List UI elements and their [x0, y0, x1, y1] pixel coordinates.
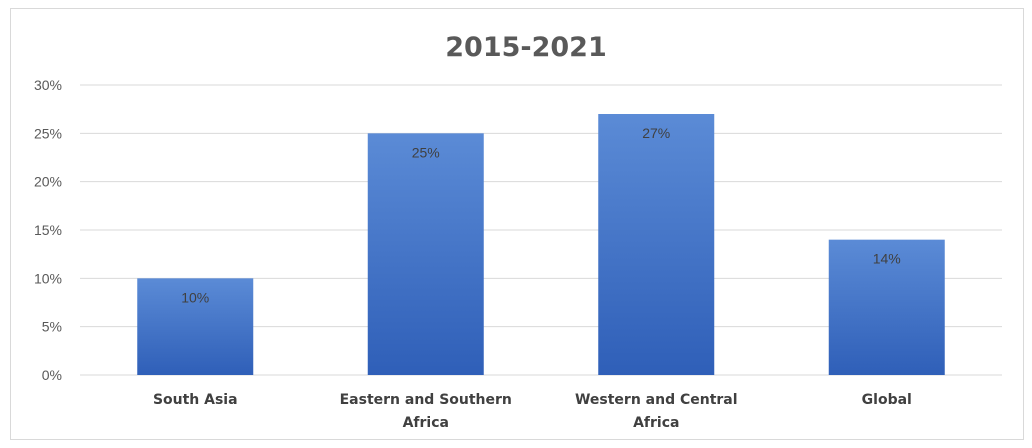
x-tick-label: Western and Central — [575, 392, 738, 408]
x-tick-label: Africa — [403, 415, 449, 431]
data-label: 10% — [181, 289, 209, 305]
data-label: 27% — [642, 125, 670, 141]
bar — [598, 114, 715, 375]
x-tick-label: Africa — [633, 415, 679, 431]
y-tick-label: 20% — [34, 174, 62, 190]
data-labels: 10% 25% 27% 14% — [181, 125, 901, 305]
x-tick-label: Eastern and Southern — [340, 392, 512, 408]
y-axis-ticks: 0% 5% 10% 15% 20% 25% 30% — [34, 77, 62, 383]
x-tick-label: Global — [862, 392, 912, 408]
bar — [828, 239, 945, 375]
y-tick-label: 30% — [34, 77, 62, 93]
x-axis-ticks: South Asia Eastern and Southern Africa West… — [153, 392, 912, 431]
chart-title: 2015-2021 — [445, 32, 607, 63]
bars — [137, 114, 945, 375]
bar — [137, 278, 254, 375]
y-tick-label: 25% — [34, 125, 62, 141]
y-tick-label: 0% — [42, 367, 62, 383]
y-tick-label: 5% — [42, 319, 62, 335]
bar — [367, 133, 484, 375]
y-tick-label: 10% — [34, 270, 62, 286]
y-tick-label: 15% — [34, 222, 62, 238]
x-tick-label: South Asia — [153, 392, 238, 408]
data-label: 14% — [873, 251, 901, 267]
data-label: 25% — [412, 144, 440, 160]
